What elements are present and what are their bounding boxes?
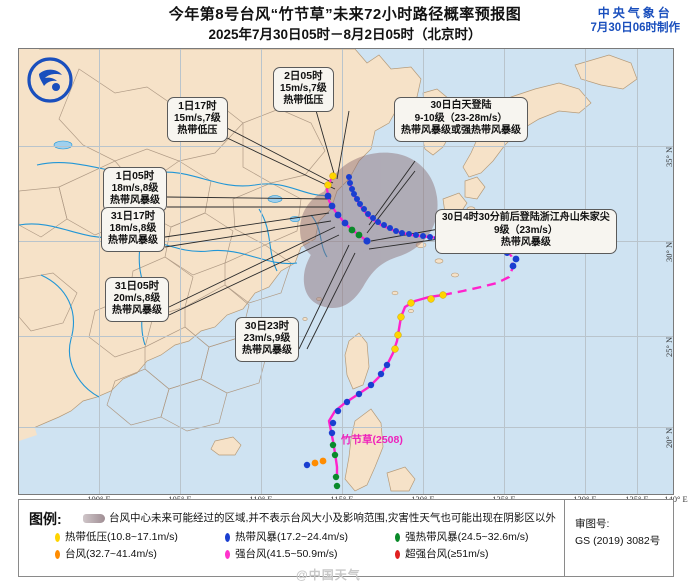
- legend-cone-row: 台风中心未来可能经过的区域,并不表示台风大小及影响范围,灾害性天气也可能出现在阴…: [83, 510, 556, 525]
- agency-issue-time: 7月30日06时制作: [590, 22, 680, 34]
- cone-swatch-icon: [83, 513, 105, 523]
- gridline-lat-35: [19, 146, 673, 147]
- audit-label: 审图号:: [575, 518, 610, 530]
- annotation-wind: 18m/s,8级: [109, 222, 157, 234]
- audit-value: GS (2019) 3082号: [575, 535, 661, 547]
- legend-cone-text: 台风中心未来可能经过的区域,并不表示台风大小及影响范围,灾害性天气也可能出现在阴…: [109, 512, 556, 524]
- annotation-1d17: 1日17时 15m/s,7级 热带低压: [167, 97, 228, 142]
- legend-label-sts: 强热带风暴(24.5~32.6m/s): [405, 531, 529, 543]
- legend-label-td: 热带低压(10.8~17.1m/s): [65, 531, 178, 543]
- annotation-2d05: 2日05时 15m/s,7级 热带低压: [273, 67, 334, 112]
- page-title: 今年第8号台风“竹节草”未来72小时路径概率预报图 2025年7月30日05时－…: [0, 4, 690, 45]
- storm-track: [303, 172, 520, 490]
- legend-dot-ty: [55, 550, 60, 559]
- annotation-location: 30日4时30分前后登陆浙江舟山朱家尖: [442, 212, 610, 223]
- lon-label-140: 140° E: [664, 494, 688, 504]
- legend-row-2: 台风(32.7~41.4m/s) 强台风(41.5~50.9m/s) 超强台风(…: [55, 546, 560, 563]
- legend-label-sty: 强台风(41.5~50.9m/s): [235, 548, 338, 560]
- legend-title: 图例:: [29, 511, 62, 527]
- issuing-agency: 中央气象台 7月30日06时制作: [591, 6, 680, 36]
- annotation-grade: 热带低压: [283, 95, 324, 106]
- annotation-wind: 9级（23m/s）: [493, 224, 558, 236]
- legend-dot-sty: [225, 550, 231, 559]
- annotation-31d17: 31日17时 18m/s,8级 热带风暴级: [101, 207, 165, 252]
- legend-label-ts: 热带风暴(17.2~24.4m/s): [235, 531, 348, 543]
- legend-label-ty: 台风(32.7~41.4m/s): [65, 548, 157, 560]
- gridline-lat-20: [19, 427, 673, 428]
- source-watermark: @中国天气: [296, 568, 361, 582]
- legend-row-1: 热带低压(10.8~17.1m/s) 热带风暴(17.2~24.4m/s) 强热…: [55, 529, 560, 546]
- annotation-time: 31日17时: [110, 210, 156, 222]
- annotation-wind: 18m/s,8级: [111, 182, 159, 194]
- annotation-leader-lines: [164, 106, 440, 350]
- map-canvas[interactable]: 2日05时 15m/s,7级 热带低压 1日17时 15m/s,7级 热带低压 …: [18, 48, 674, 495]
- gridline-lon-105: [180, 49, 181, 494]
- legend-item-td: 热带低压(10.8~17.1m/s): [55, 529, 225, 546]
- gridline-lon-135: [637, 49, 638, 494]
- annotation-wind: 15m/s,7级: [174, 112, 221, 124]
- gridline-lat-30: [19, 241, 673, 242]
- legend-categories: 热带低压(10.8~17.1m/s) 热带风暴(17.2~24.4m/s) 强热…: [55, 529, 560, 563]
- legend-main: 图例: 台风中心未来可能经过的区域,并不表示台风大小及影响范围,灾害性天气也可能…: [19, 500, 564, 576]
- annotation-grade: 热带风暴级: [500, 237, 551, 248]
- gridline-lon-125: [504, 49, 505, 494]
- annotation-time: 1日05时: [115, 170, 155, 182]
- annotation-31d05: 31日05时 20m/s,8级 热带风暴级: [105, 277, 169, 322]
- annotation-wind: 23m/s,9级: [243, 332, 291, 344]
- cma-logo-icon: [27, 57, 73, 103]
- annotation-time: 30日白天登陆: [430, 100, 492, 111]
- gridline-lat-25: [19, 336, 673, 337]
- legend-panel: 图例: 台风中心未来可能经过的区域,并不表示台风大小及影响范围,灾害性天气也可能…: [18, 499, 674, 577]
- gridline-lon-115: [342, 49, 343, 494]
- annotation-landfall-detail: 30日4时30分前后登陆浙江舟山朱家尖 9级（23m/s） 热带风暴级: [435, 209, 617, 254]
- gridline-lon-100: [99, 49, 100, 494]
- annotation-landfall-day: 30日白天登陆 9-10级（23-28m/s） 热带风暴级或强热带风暴级: [394, 97, 528, 142]
- legend-item-superty: 超强台风(≥51m/s): [395, 546, 560, 563]
- annotation-time: 30日23时: [244, 320, 290, 332]
- legend-divider: [564, 500, 565, 576]
- annotation-grade: 热带风暴级: [108, 235, 158, 246]
- annotation-grade: 热带风暴级: [112, 305, 162, 316]
- legend-dot-superty: [395, 550, 401, 559]
- annotation-wind: 20m/s,8级: [113, 292, 161, 304]
- legend-dot-ts: [225, 533, 231, 542]
- legend-item-ts: 热带风暴(17.2~24.4m/s): [225, 529, 395, 546]
- map-inner: 2日05时 15m/s,7级 热带低压 1日17时 15m/s,7级 热带低压 …: [19, 49, 673, 494]
- legend-label-superty: 超强台风(≥51m/s): [405, 548, 489, 560]
- annotation-30d23: 30日23时 23m/s,9级 热带风暴级: [235, 317, 299, 362]
- annotation-1d05: 1日05时 18m/s,8级 热带风暴级: [103, 167, 167, 212]
- legend-item-sty: 强台风(41.5~50.9m/s): [225, 546, 395, 563]
- agency-name: 中央气象台: [597, 6, 673, 20]
- audit-number: 审图号: GS (2019) 3082号: [575, 516, 660, 550]
- legend-dot-sts: [395, 533, 401, 542]
- title-line-1: 今年第8号台风“竹节草”未来72小时路径概率预报图: [168, 6, 522, 23]
- annotation-time: 1日17时: [178, 100, 217, 112]
- legend-item-sts: 强热带风暴(24.5~32.6m/s): [395, 529, 560, 546]
- legend-item-ty: 台风(32.7~41.4m/s): [55, 546, 225, 563]
- gridline-lon-120: [423, 49, 424, 494]
- typhoon-name-label: 竹节草(2508): [341, 434, 403, 446]
- annotation-wind: 9-10级（23-28m/s）: [414, 112, 508, 124]
- annotation-wind: 15m/s,7级: [280, 82, 327, 94]
- gridline-lon-130: [585, 49, 586, 494]
- annotation-time: 31日05时: [114, 280, 160, 292]
- title-line-2: 2025年7月30日05时－8月2日05时（北京时）: [208, 27, 482, 42]
- annotation-grade: 热带风暴级: [242, 345, 292, 356]
- annotation-time: 2日05时: [284, 70, 323, 82]
- annotation-grade: 热带风暴级: [110, 195, 160, 206]
- legend-dot-td: [55, 533, 60, 542]
- annotation-grade: 热带风暴级或强热带风暴级: [401, 125, 521, 136]
- annotation-grade: 热带低压: [177, 125, 218, 136]
